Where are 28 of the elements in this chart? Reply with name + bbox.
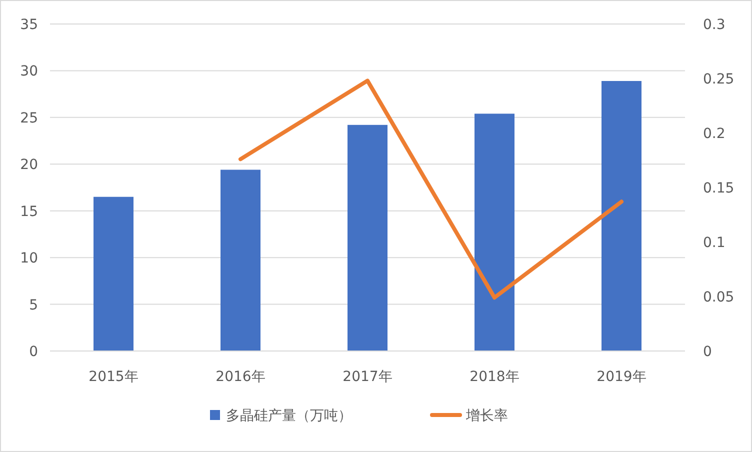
y-tick-label: 15	[20, 204, 38, 220]
y2-tick-label: 0.3	[703, 17, 726, 33]
bar	[348, 124, 388, 351]
y-tick-label: 30	[20, 64, 38, 80]
y2-tick-label: 0.05	[703, 290, 734, 306]
bar	[602, 80, 642, 351]
y2-tick-label: 0.15	[703, 180, 734, 196]
x-tick-label: 2018年	[470, 369, 520, 385]
line-series	[238, 78, 624, 300]
bar	[94, 196, 134, 351]
y-tick-label: 10	[20, 250, 38, 267]
y2-tick-label: 0.1	[703, 235, 726, 251]
y2-tick-label: 0.2	[703, 126, 726, 142]
bar	[474, 114, 514, 351]
x-tick-label: 2019年	[596, 369, 646, 385]
y-tick-label: 5	[29, 297, 38, 314]
y-tick-label: 20	[20, 157, 38, 174]
y-tick-label: 35	[20, 17, 38, 33]
x-tick-label: 2017年	[342, 369, 392, 385]
y2-tick-label: 0	[703, 344, 712, 360]
legend-label: 增长率	[465, 408, 508, 424]
y2-tick-label: 0.25	[703, 72, 734, 88]
y-tick-label: 25	[20, 110, 38, 126]
legend-label: 多晶硅产量（万吨）	[226, 408, 352, 424]
x-tick-label: 2015年	[88, 369, 138, 385]
y-tick-label: 0	[29, 344, 38, 360]
x-tick-label: 2016年	[216, 369, 266, 385]
bar	[220, 170, 260, 351]
